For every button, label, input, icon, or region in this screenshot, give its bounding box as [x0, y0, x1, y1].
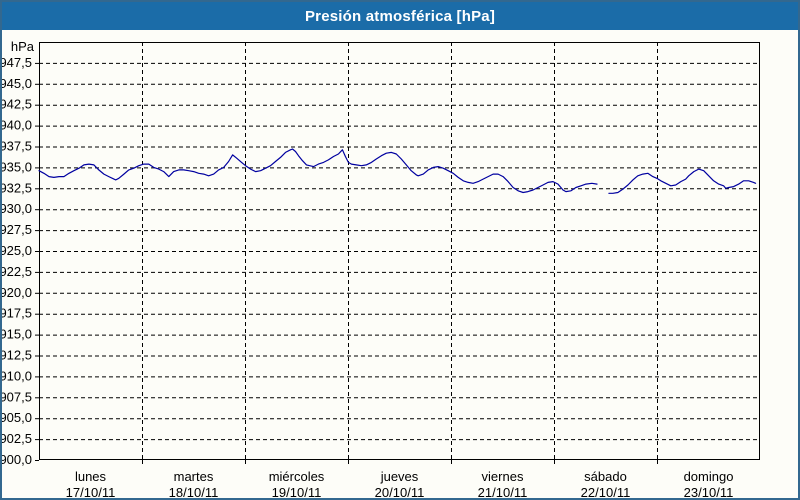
x-day-name-label: miércoles [269, 469, 325, 484]
y-tick-label: 910,0 [2, 368, 32, 383]
x-day-date-label: 21/10/11 [478, 485, 528, 498]
y-tick-label: 902,5 [2, 431, 32, 446]
y-tick-label: 907,5 [2, 389, 32, 404]
y-tick-label: 915,0 [2, 327, 32, 342]
y-tick-label: 932,5 [2, 180, 32, 195]
y-tick-label: 927,5 [2, 222, 32, 237]
y-tick-label: 935,0 [2, 159, 32, 174]
y-tick-label: 922,5 [2, 264, 32, 279]
x-day-name-label: jueves [380, 469, 419, 484]
x-day-date-label: 19/10/11 [272, 485, 322, 498]
gridlines [39, 42, 760, 460]
x-day-name-label: domingo [684, 469, 734, 484]
y-tick-label: 912,5 [2, 348, 32, 363]
plot-frame [39, 42, 760, 460]
y-tick-label: 942,5 [2, 97, 32, 112]
y-tick-label: 940,0 [2, 118, 32, 133]
pressure-series [38, 148, 757, 194]
x-day-date-label: 17/10/11 [66, 485, 116, 498]
pressure-series-line [608, 168, 757, 194]
y-tick-label: 925,0 [2, 243, 32, 258]
y-axis-unit-label: hPa [11, 39, 35, 54]
y-tick-label: 947,5 [2, 55, 32, 70]
y-tick-label: 917,5 [2, 306, 32, 321]
pressure-series-line [38, 148, 598, 194]
axis-ticks [35, 62, 658, 464]
y-tick-label: 900,0 [2, 452, 32, 467]
x-day-date-label: 18/10/11 [169, 485, 219, 498]
y-tick-label: 920,0 [2, 285, 32, 300]
y-tick-label: 937,5 [2, 139, 32, 154]
x-day-name-label: lunes [75, 469, 107, 484]
chart-area: hPa 947,5 945,0 942,5 940,0 937,5 935,0 932,5 93… [2, 30, 798, 498]
x-day-date-label: 23/10/11 [684, 485, 734, 498]
y-tick-label: 905,0 [2, 410, 32, 425]
x-day-name-label: martes [174, 469, 214, 484]
x-day-date-label: 20/10/11 [375, 485, 425, 498]
x-day-name-label: viernes [482, 469, 524, 484]
x-day-name-label: sábado [584, 469, 627, 484]
y-tick-label: 945,0 [2, 76, 32, 91]
window-title-bar: Presión atmosférica [hPa] [2, 2, 798, 30]
x-day-date-label: 22/10/11 [581, 485, 631, 498]
y-tick-label: 930,0 [2, 201, 32, 216]
window-title: Presión atmosférica [hPa] [304, 7, 496, 25]
